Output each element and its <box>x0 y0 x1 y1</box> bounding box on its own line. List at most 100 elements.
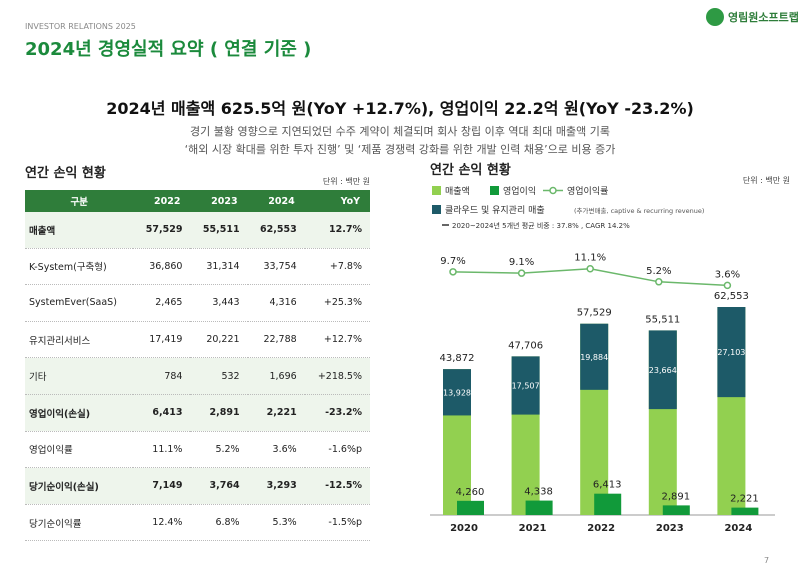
value-label: 2,891 <box>661 491 690 502</box>
table-cell: 영업이익(손실) <box>25 394 134 432</box>
table-row: 영업이익률 11.1% 5.2% 3.6% -1.6%p <box>25 431 370 469</box>
operating-profit-bar <box>525 500 553 515</box>
value-label: 3.6% <box>715 269 740 280</box>
table-row: 당기순이익률 12.4% 6.8% 5.3% -1.5%p <box>25 504 370 542</box>
table-cell: -1.6%p <box>304 431 370 469</box>
operating-profit-bar <box>731 507 759 515</box>
header-subtitle: INVESTOR RELATIONS 2025 <box>25 22 136 31</box>
table-row: 기타 784 532 1,696 +218.5% <box>25 357 370 395</box>
table-cell: 532 <box>190 357 248 395</box>
table-cell: 22,788 <box>247 321 305 359</box>
table-cell: 3,293 <box>247 467 305 505</box>
table-cell: 784 <box>133 357 191 395</box>
summary-line: ‘해외 시장 확대를 위한 투자 진행’ 및 ‘제품 경쟁력 강화를 위한 개발… <box>184 143 616 156</box>
table-cell: 20,221 <box>190 321 248 359</box>
table-header-row: 구분 2022 2023 2024 YoY <box>25 190 370 212</box>
table-cell: 3,764 <box>190 467 248 505</box>
value-label: 13,928 <box>443 388 471 397</box>
margin-marker <box>655 278 663 286</box>
margin-marker <box>586 264 594 273</box>
value-label: 62,553 <box>714 291 749 302</box>
table-cell: -1.5%p <box>304 504 370 542</box>
table-cell: 12.7% <box>304 212 370 249</box>
operating-profit-bar <box>457 500 484 515</box>
table-cell: -12.5% <box>304 467 370 505</box>
table-cell: 33,754 <box>247 248 305 286</box>
table-cell: 31,314 <box>190 248 248 286</box>
table-cell: 4,316 <box>247 284 305 322</box>
table-row: 유지관리서비스 17,419 20,221 22,788 +12.7% <box>25 321 370 359</box>
value-label: 57,529 <box>577 308 612 319</box>
table-cell: 3.6% <box>247 431 305 469</box>
operating-profit-bar <box>594 493 622 515</box>
x-tick-label: 2021 <box>519 523 547 534</box>
table-cell: 11.1% <box>133 431 191 469</box>
value-label: 9.1% <box>509 257 534 268</box>
table-cell: 17,419 <box>133 321 191 359</box>
table-cell: 영업이익률 <box>25 431 134 469</box>
cloud-revenue-bar <box>717 307 746 398</box>
summary-line: 경기 불황 영향으로 지연되었던 수주 계약이 체결되며 회사 창립 이후 역대… <box>190 125 610 138</box>
table-cell: 5.2% <box>190 431 248 469</box>
table-cell: 1,696 <box>247 357 305 395</box>
table-unit: 단위 : 백만 원 <box>322 177 370 186</box>
table-header-cell: 구분 <box>25 190 134 212</box>
legend-stat: 2020~2024년 5개년 평균 비중 : 37.8% , CAGR 14.2… <box>452 221 630 230</box>
value-label: 23,664 <box>649 366 677 375</box>
table-row: SystemEver(SaaS) 2,465 3,443 4,316 +25.3% <box>25 284 370 322</box>
page-number: 7 <box>764 556 770 565</box>
table-header-cell: 2024 <box>247 190 305 212</box>
legend-detail: (추가변매출, captive & recurring revenue) <box>574 206 704 215</box>
table-header-cell: 2023 <box>190 190 248 212</box>
value-label: 27,103 <box>717 348 745 357</box>
cloud-revenue-bar <box>511 356 540 415</box>
table-cell: 2,465 <box>133 284 191 322</box>
header-title: 2024년 경영실적 요약 ( 연결 기준 ) <box>25 39 312 60</box>
logo-text: 영림원소프트랩 <box>728 11 799 24</box>
table-row: 매출액 57,529 55,511 62,553 12.7% <box>25 212 370 249</box>
cloud-revenue-bar <box>648 330 677 410</box>
logo-icon <box>706 8 724 26</box>
table-cell: K-System(구축형) <box>25 248 134 286</box>
operating-profit-bar <box>662 505 690 515</box>
table-cell: 당기순이익률 <box>25 504 134 542</box>
margin-marker <box>723 281 732 290</box>
legend-swatch <box>432 186 441 195</box>
table-cell: 유지관리서비스 <box>25 321 134 359</box>
table-cell: 6,413 <box>133 394 191 432</box>
cloud-revenue-bar <box>580 323 609 390</box>
value-label: 55,511 <box>645 314 680 325</box>
table-cell: 3,443 <box>190 284 248 322</box>
margin-marker <box>517 269 526 277</box>
table-cell: 62,553 <box>247 212 305 249</box>
table-header-cell: YoY <box>304 190 370 212</box>
table-row: 영업이익(손실) 6,413 2,891 2,221 -23.2% <box>25 394 370 432</box>
legend-label: 클라우드 및 유지관리 매출 <box>445 204 545 216</box>
table-cell: -23.2% <box>304 394 370 432</box>
table-cell: 5.3% <box>247 504 305 542</box>
table-cell: 7,149 <box>133 467 191 505</box>
value-label: 47,706 <box>508 340 543 351</box>
value-label: 43,872 <box>440 353 475 364</box>
table-body: 매출액 57,529 55,511 62,553 12.7% K-System(구축형) 3… <box>25 212 370 542</box>
table-cell: 2,891 <box>190 394 248 432</box>
legend-label: 매출액 <box>445 185 470 197</box>
value-label: 2,221 <box>730 494 759 505</box>
table-cell: 57,529 <box>133 212 191 249</box>
table-cell: +12.7% <box>304 321 370 359</box>
chart-title: 연간 손익 현황 <box>430 162 511 178</box>
legend-label: 영업이익 <box>503 185 536 197</box>
table-cell: +218.5% <box>304 357 370 395</box>
x-tick-label: 2020 <box>450 523 478 534</box>
value-label: 19,884 <box>580 353 608 362</box>
table-cell: 36,860 <box>133 248 191 286</box>
x-tick-label: 2024 <box>724 523 752 534</box>
table-header-cell: 2022 <box>133 190 191 212</box>
table-cell: 당기순이익(손실) <box>25 467 134 505</box>
value-label: 6,413 <box>593 480 622 491</box>
margin-marker <box>449 268 457 276</box>
chart-unit: 단위 : 백만 원 <box>743 175 790 185</box>
table-cell: +7.8% <box>304 248 370 286</box>
value-label: 9.7% <box>440 256 465 267</box>
